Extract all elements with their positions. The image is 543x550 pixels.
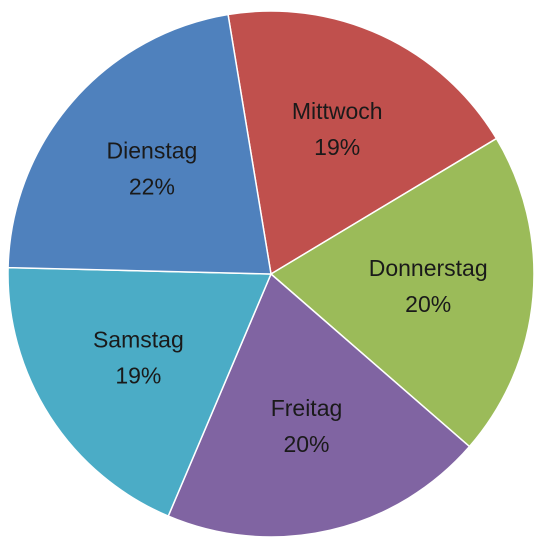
pie-slice bbox=[7, 13, 272, 275]
pie-slice bbox=[7, 266, 273, 518]
slice-value-label: 20% bbox=[283, 431, 329, 457]
slice-label: Samstag bbox=[93, 327, 184, 353]
slice-value-label: 19% bbox=[314, 134, 360, 160]
slice-value-label: 19% bbox=[115, 363, 161, 389]
slice-label: Freitag bbox=[271, 395, 343, 421]
slice-value-label: 22% bbox=[129, 174, 175, 200]
slice-label: Dienstag bbox=[107, 138, 198, 164]
slice-value-label: 20% bbox=[405, 291, 451, 317]
slice-label: Mittwoch bbox=[292, 98, 383, 124]
pie-slice bbox=[269, 137, 535, 448]
pie-slice bbox=[227, 10, 498, 276]
slice-label: Donnerstag bbox=[369, 255, 488, 281]
